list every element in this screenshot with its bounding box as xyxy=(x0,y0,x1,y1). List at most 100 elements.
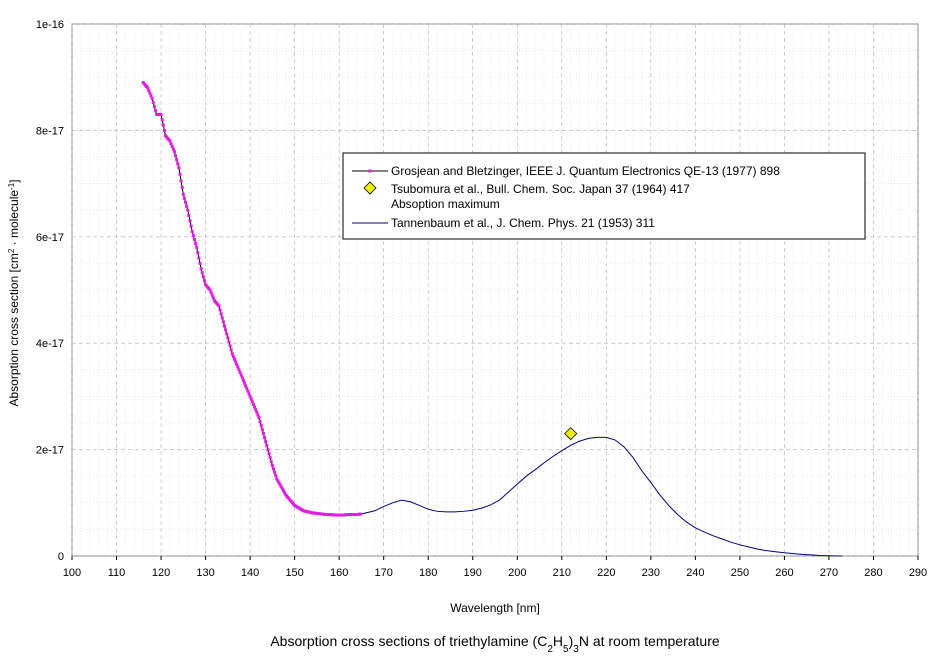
point-grosjean xyxy=(146,86,150,90)
point-grosjean xyxy=(249,397,253,401)
point-grosjean xyxy=(255,410,259,414)
point-grosjean xyxy=(175,158,179,162)
point-grosjean xyxy=(188,219,192,223)
point-grosjean xyxy=(181,192,185,196)
point-grosjean xyxy=(263,436,267,440)
point-grosjean xyxy=(199,267,203,271)
point-grosjean xyxy=(178,172,182,176)
point-grosjean xyxy=(149,94,153,98)
point-grosjean xyxy=(259,424,263,428)
point-grosjean xyxy=(195,245,199,249)
point-grosjean xyxy=(148,91,152,95)
y-axis-title: Absorption cross section [cm2 · molecule… xyxy=(7,179,22,406)
grid xyxy=(71,23,919,557)
chart-caption: Absorption cross sections of triethylami… xyxy=(270,633,720,655)
point-grosjean xyxy=(265,444,269,448)
point-grosjean xyxy=(192,237,196,241)
point-grosjean xyxy=(160,118,164,122)
point-grosjean xyxy=(280,487,284,491)
point-grosjean xyxy=(271,467,275,471)
point-grosjean xyxy=(239,373,243,377)
point-grosjean xyxy=(250,400,254,404)
point-grosjean xyxy=(170,144,174,148)
point-grosjean xyxy=(210,293,214,297)
x-tick-label: 260 xyxy=(775,567,793,579)
point-grosjean xyxy=(202,279,206,283)
point-grosjean xyxy=(218,308,222,312)
point-grosjean xyxy=(184,200,188,204)
point-grosjean xyxy=(251,402,255,406)
point-grosjean xyxy=(211,296,215,300)
point-grosjean xyxy=(258,420,262,424)
point-grosjean xyxy=(194,241,198,245)
point-grosjean xyxy=(277,481,281,485)
point-tsubomura xyxy=(564,427,578,441)
y-tick-label: 6e-17 xyxy=(36,232,64,244)
point-grosjean xyxy=(244,384,248,388)
point-grosjean xyxy=(246,389,250,393)
series-layer xyxy=(141,81,843,557)
x-tick-label: 250 xyxy=(731,567,749,579)
x-tick-label: 270 xyxy=(820,567,838,579)
point-grosjean xyxy=(151,100,155,104)
point-grosjean xyxy=(209,291,213,295)
x-tick-label: 290 xyxy=(909,567,927,579)
point-grosjean xyxy=(229,348,233,352)
point-grosjean xyxy=(241,378,245,382)
y-tick-label: 1e-16 xyxy=(36,19,64,31)
point-grosjean xyxy=(171,147,175,151)
point-grosjean xyxy=(187,214,191,218)
point-grosjean xyxy=(201,275,205,279)
legend-label-tsubomura: Tsubomura et al., Bull. Chem. Soc. Japan… xyxy=(391,182,690,196)
point-grosjean xyxy=(200,271,204,275)
point-grosjean xyxy=(257,416,261,420)
point-grosjean xyxy=(169,142,173,146)
x-tick-label: 210 xyxy=(553,567,571,579)
x-tick-label: 150 xyxy=(285,567,303,579)
point-grosjean xyxy=(190,229,194,233)
point-grosjean xyxy=(282,489,285,493)
x-tick-label: 170 xyxy=(375,567,393,579)
point-grosjean xyxy=(230,352,234,356)
point-grosjean xyxy=(274,474,278,478)
point-grosjean xyxy=(186,208,190,212)
x-tick-label: 240 xyxy=(686,567,704,579)
point-grosjean xyxy=(168,139,172,143)
x-tick-label: 120 xyxy=(152,567,170,579)
point-grosjean xyxy=(235,362,239,366)
x-tick-label: 130 xyxy=(196,567,214,579)
point-grosjean xyxy=(162,128,166,132)
point-grosjean xyxy=(223,324,227,328)
legend: Grosjean and Bletzinger, IEEE J. Quantum… xyxy=(342,152,866,240)
point-grosjean xyxy=(177,166,181,170)
point-grosjean xyxy=(279,485,283,489)
point-grosjean xyxy=(256,413,260,417)
point-grosjean xyxy=(248,394,252,398)
point-grosjean xyxy=(182,196,186,200)
x-axis: 100 110 120 130 140 150 160 170 180 190 200 210 220 2… xyxy=(63,556,927,579)
point-grosjean xyxy=(276,479,280,483)
point-grosjean xyxy=(231,355,235,358)
legend-label-tsubomura-line2: Absoption maximum xyxy=(391,197,500,211)
x-tick-label: 220 xyxy=(597,567,615,579)
point-grosjean xyxy=(147,89,151,92)
point-grosjean xyxy=(283,491,287,495)
point-grosjean xyxy=(153,108,157,112)
point-grosjean xyxy=(152,104,156,108)
point-grosjean xyxy=(217,304,221,308)
point-grosjean xyxy=(260,428,264,432)
x-tick-label: 100 xyxy=(63,567,81,579)
point-grosjean xyxy=(228,344,232,348)
legend-label-grosjean: Grosjean and Bletzinger, IEEE J. Quantum… xyxy=(391,164,780,178)
point-grosjean xyxy=(225,332,229,336)
point-grosjean xyxy=(253,405,257,409)
point-grosjean xyxy=(275,477,279,481)
point-grosjean xyxy=(172,150,176,154)
y-tick-label: 0 xyxy=(58,551,64,563)
point-grosjean xyxy=(219,312,223,316)
point-grosjean xyxy=(270,464,274,468)
point-grosjean xyxy=(224,328,228,332)
point-grosjean xyxy=(266,448,270,452)
point-grosjean xyxy=(264,440,268,444)
point-grosjean xyxy=(247,392,251,396)
